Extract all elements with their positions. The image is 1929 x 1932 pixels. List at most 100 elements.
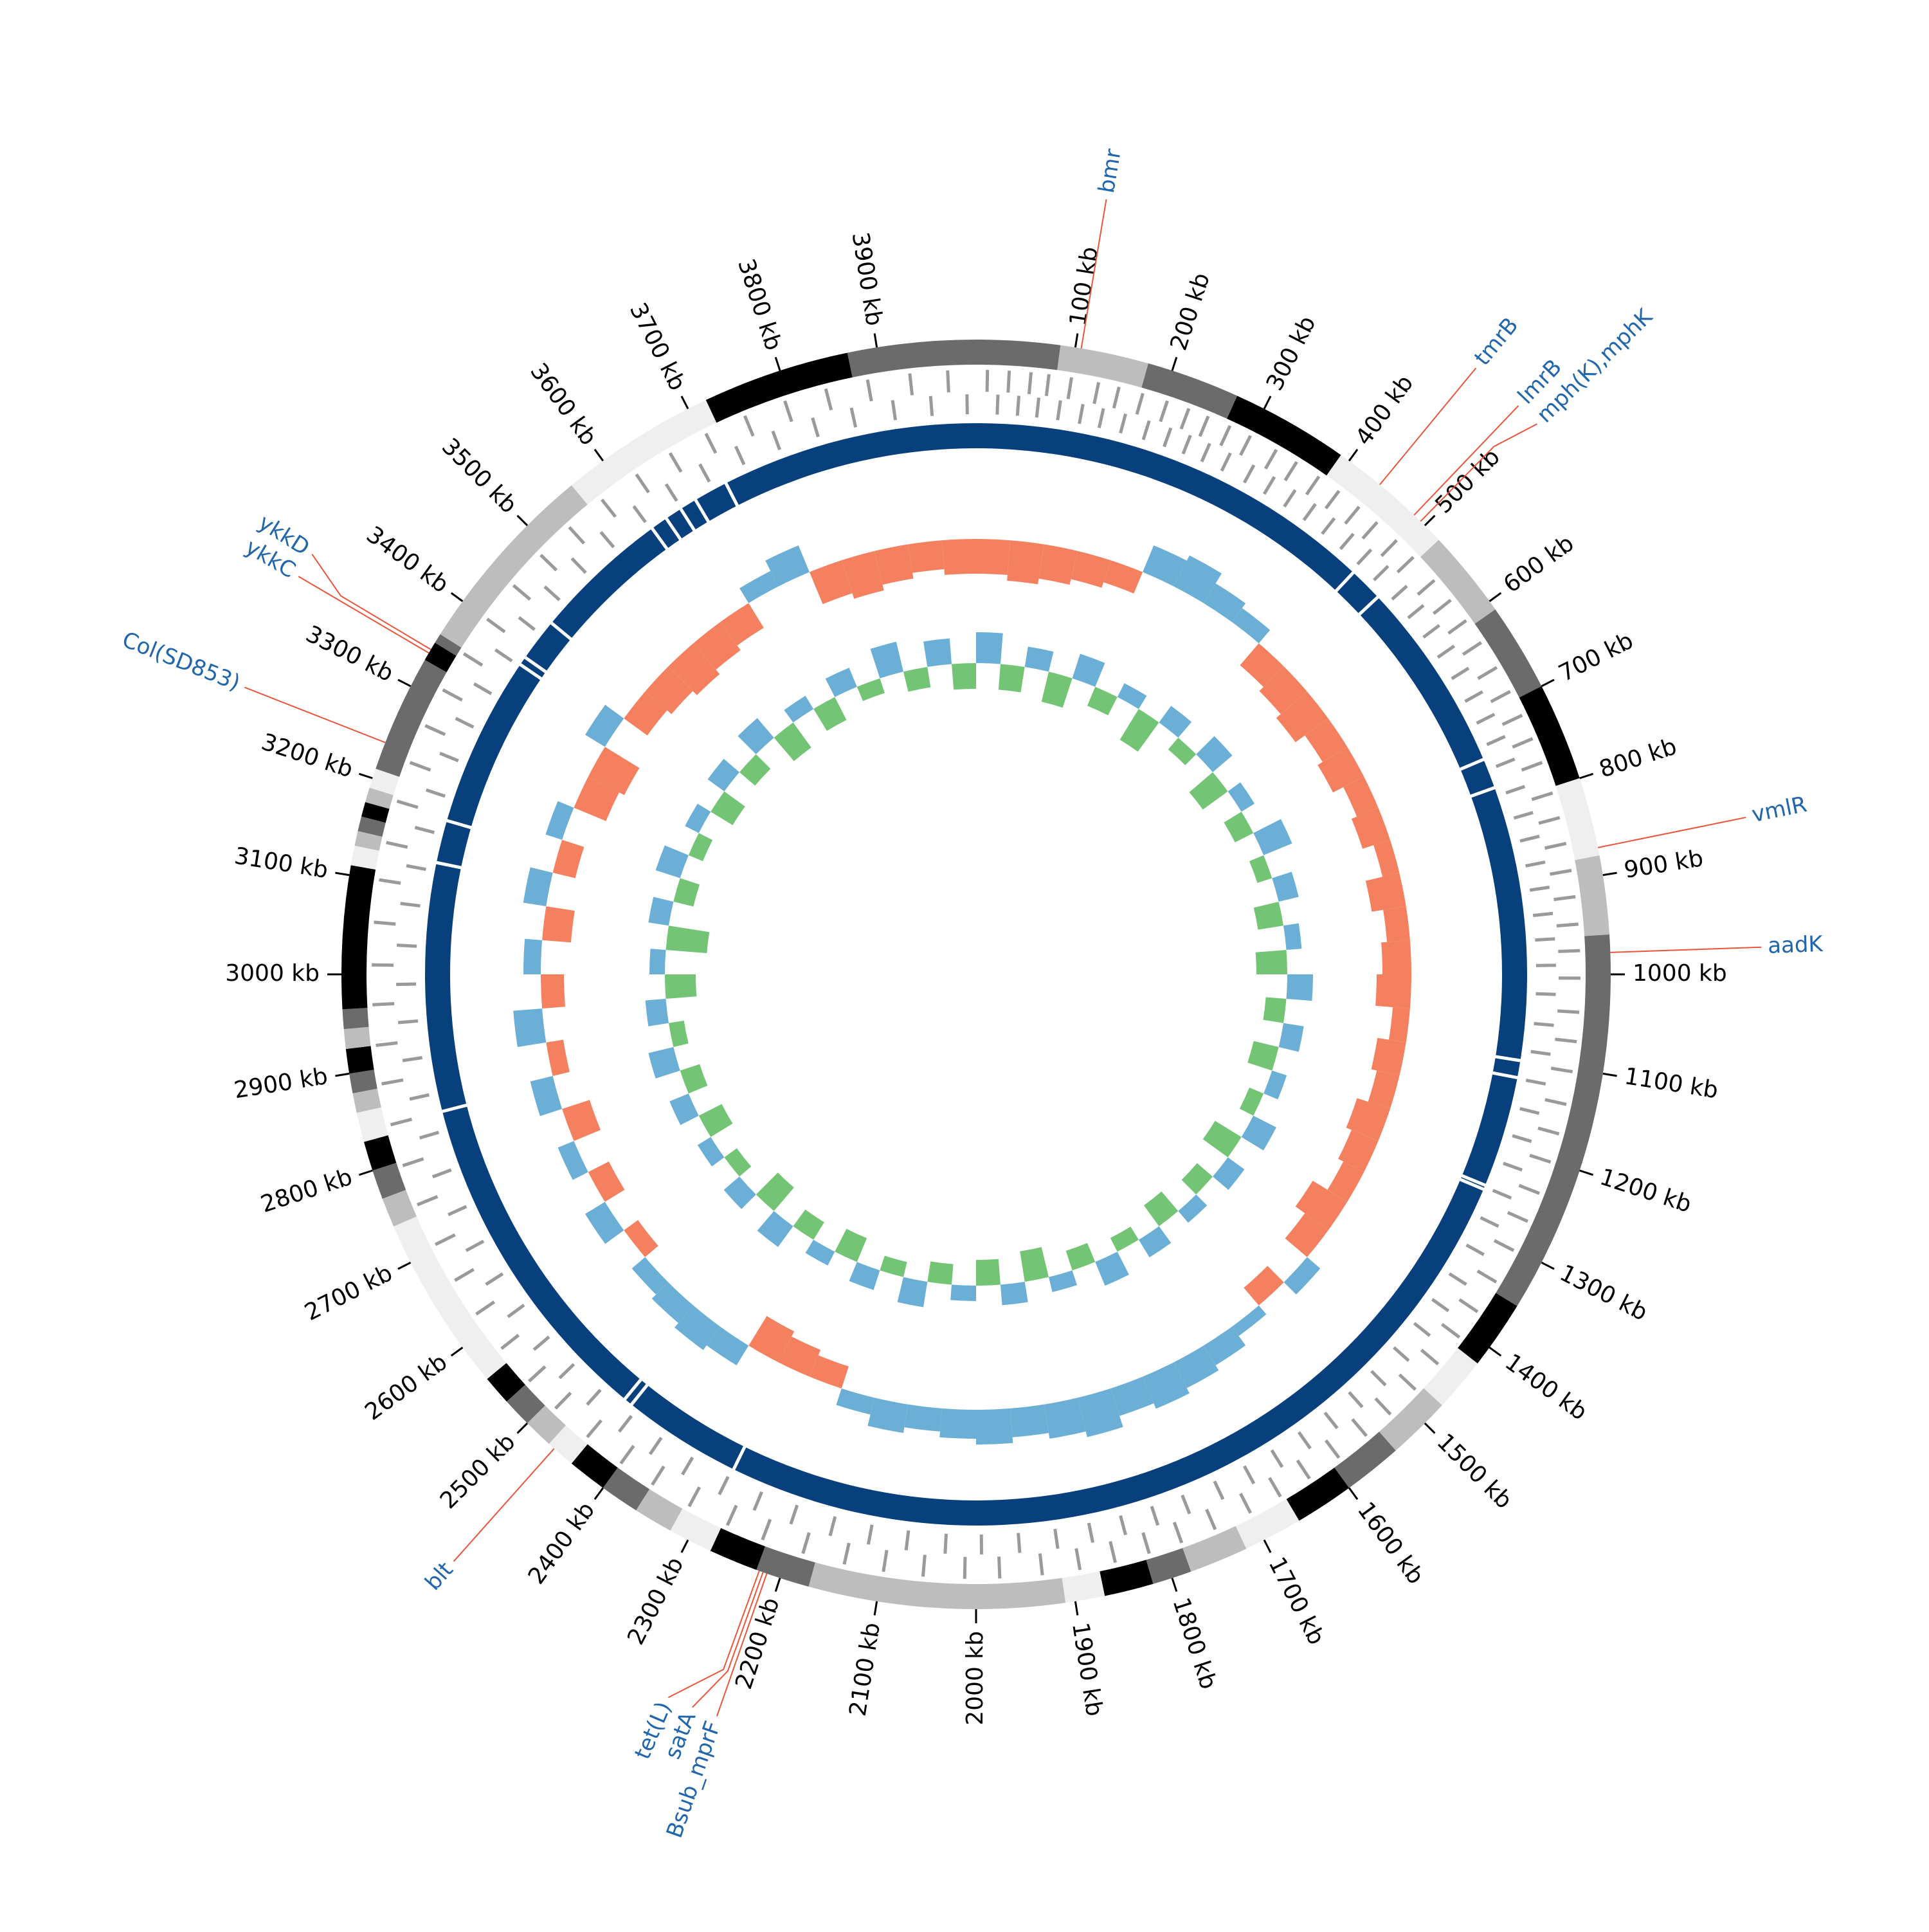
gene [1478,668,1497,679]
gene [572,558,586,572]
gene [1539,817,1560,823]
gene [754,1492,762,1511]
gene [556,1393,571,1408]
gc-skew-bar [1368,1071,1400,1109]
gc-content-bar [1254,902,1283,930]
gc-content-bar [669,1021,689,1047]
gene [1349,1392,1363,1407]
gene [1200,416,1208,436]
tick-mark [1349,1488,1357,1499]
annotation-leader [1598,817,1746,848]
gc-content-bar [813,697,846,731]
tick-label: 300 kb [1262,312,1321,395]
gene [406,866,426,870]
gene [513,585,530,599]
gene [700,464,709,482]
gene [1422,1350,1438,1364]
gc-content-bar [1263,1071,1287,1100]
gc-skew-bar [1389,1007,1410,1043]
gene [1530,1155,1550,1162]
gene [545,587,559,600]
gene [587,1421,601,1437]
gc-content-bar [793,1210,824,1240]
gene [1037,397,1038,417]
tick-mark [1425,516,1435,526]
contig-block [1100,1560,1153,1596]
gc-content-bar [756,1172,794,1211]
gc-content-bar [724,1148,751,1176]
contig-block [1334,1432,1395,1488]
gene [964,1557,965,1579]
gc-skew-bar [908,540,944,573]
contig-block [1379,1389,1442,1451]
gene [1514,812,1533,818]
gene [1545,1100,1566,1104]
tick-label: 2900 kb [232,1063,329,1104]
gc-skew-bar [836,1389,874,1415]
gene [1491,691,1510,702]
gene [844,1543,849,1564]
gc-content-bar [649,949,666,974]
gene [1418,580,1435,594]
gene [1526,862,1545,866]
gene [1110,1542,1116,1563]
gene [1424,625,1440,637]
gc-content-bar [1144,1192,1178,1226]
gene [851,408,856,427]
tick-label: 3300 kb [302,621,397,687]
gene [569,527,584,543]
gene [1526,1080,1545,1084]
tick-label: 3200 kb [258,729,356,783]
gene [1008,370,1010,392]
gene [1399,1374,1415,1389]
tick-mark [518,516,528,526]
gene [397,945,417,947]
contig-block [706,353,853,423]
gene [601,532,613,547]
gene [892,400,895,420]
gene [1298,1461,1310,1479]
gene [1221,426,1230,446]
gene [559,1364,574,1378]
gene [1375,1398,1390,1414]
gene [1272,1450,1282,1467]
tick-mark [682,1540,688,1553]
gc-content-bar [1224,812,1253,843]
gc-content-bar [898,1277,928,1308]
gene [997,395,998,415]
gc-content-bar [826,668,857,697]
gene [1264,477,1274,495]
tick-mark [1580,1171,1593,1175]
gene [1478,1271,1496,1282]
gene [763,1520,770,1540]
gc-content-bar [1253,819,1292,855]
gene-label: aadK [1768,931,1825,959]
gc-skew-bar [1381,940,1411,974]
tick-mark [335,873,349,875]
gc-skew-bar [1010,1405,1049,1437]
gc-content-bar [1190,772,1228,810]
tick-mark [1489,1347,1501,1356]
gene [410,1095,429,1099]
gc-skew-bar [624,1220,658,1257]
tick-mark [595,450,603,461]
tick-label: 2700 kb [301,1260,397,1326]
gene [474,684,491,694]
gene [1152,1506,1158,1525]
gc-skew-bar [545,801,574,840]
gene [682,1457,693,1475]
gene [826,389,831,410]
tick-label: 3000 kb [225,960,320,987]
gene [476,1302,494,1314]
gene [1137,394,1143,415]
tick-mark [1603,1073,1617,1075]
gene [1553,897,1575,899]
gc-content-bar [724,1176,756,1209]
gene [1299,1432,1310,1448]
tick-mark [1075,1601,1077,1616]
tick-label: 2800 kb [258,1164,356,1218]
gene [1183,435,1190,454]
gene [397,801,418,808]
gene [1326,491,1339,508]
